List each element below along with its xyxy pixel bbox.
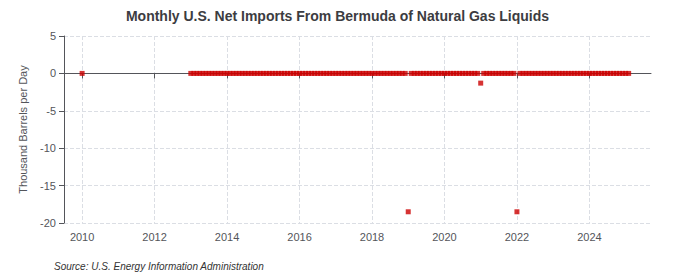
svg-text:-20: -20 — [40, 217, 56, 229]
svg-text:2018: 2018 — [360, 231, 384, 243]
svg-text:0: 0 — [50, 67, 56, 79]
svg-text:2022: 2022 — [505, 231, 529, 243]
svg-text:Monthly U.S. Net Imports From: Monthly U.S. Net Imports From Bermuda of… — [126, 8, 549, 24]
svg-text:2016: 2016 — [287, 231, 311, 243]
svg-text:Thousand Barrels per Day: Thousand Barrels per Day — [17, 65, 29, 194]
svg-text:-10: -10 — [40, 142, 56, 154]
svg-text:2024: 2024 — [577, 231, 601, 243]
svg-text:2010: 2010 — [70, 231, 94, 243]
svg-text:2012: 2012 — [142, 231, 166, 243]
svg-text:2014: 2014 — [215, 231, 239, 243]
svg-text:-15: -15 — [40, 180, 56, 192]
svg-text:5: 5 — [50, 30, 56, 42]
svg-text:-5: -5 — [46, 105, 56, 117]
svg-text:Source: U.S. Energy Informatio: Source: U.S. Energy Information Administ… — [54, 261, 264, 272]
svg-text:2020: 2020 — [432, 231, 456, 243]
